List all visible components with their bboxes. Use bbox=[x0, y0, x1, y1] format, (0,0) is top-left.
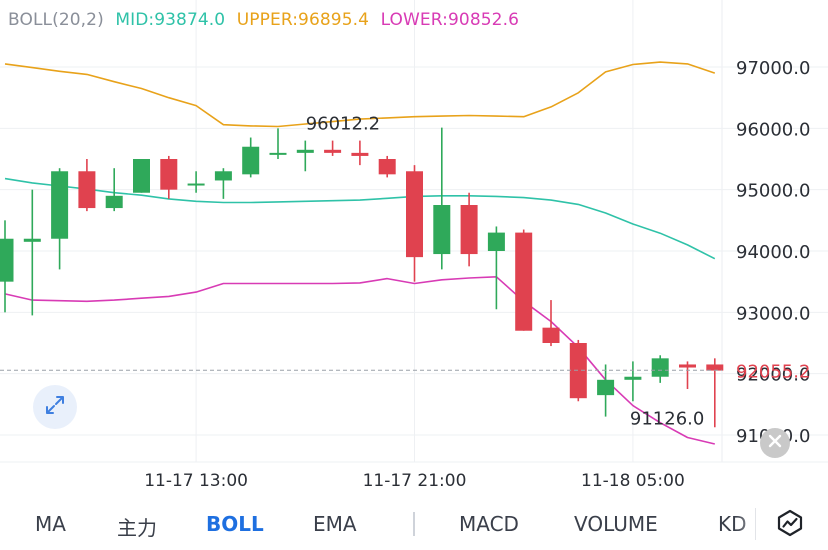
candle-body[interactable] bbox=[214, 171, 232, 181]
boll-legend: BOLL(20,2) MID:93874.0 UPPER:96895.4 LOW… bbox=[8, 10, 525, 30]
candle-body[interactable] bbox=[242, 146, 260, 175]
candle[interactable] bbox=[515, 229, 533, 331]
candle[interactable] bbox=[242, 137, 260, 178]
expand-button[interactable] bbox=[33, 385, 77, 429]
y-tick-label: 97000.0 bbox=[736, 58, 810, 79]
candle-body[interactable] bbox=[51, 171, 69, 239]
y-tick-label: 92000.0 bbox=[736, 365, 810, 386]
axes: 91000.092000.093000.094000.095000.096000… bbox=[144, 58, 810, 491]
bollinger-bands bbox=[4, 61, 716, 445]
indicator-tab-bar: MA 主力 BOLL EMA MACD VOLUME KD bbox=[0, 500, 828, 550]
x-tick-label: 11-18 05:00 bbox=[581, 471, 685, 491]
candle-body[interactable] bbox=[460, 205, 478, 255]
tab-fade-overlay bbox=[735, 500, 828, 550]
candles[interactable] bbox=[0, 127, 724, 428]
y-tick-label: 96000.0 bbox=[736, 119, 810, 140]
candle[interactable] bbox=[487, 226, 505, 310]
candle-body[interactable] bbox=[433, 205, 451, 255]
tab-ema[interactable]: EMA bbox=[313, 512, 357, 536]
candle-body[interactable] bbox=[679, 364, 696, 368]
y-tick-label: 94000.0 bbox=[736, 242, 810, 263]
candle-body[interactable] bbox=[160, 159, 178, 190]
candle-body[interactable] bbox=[569, 343, 587, 399]
candle[interactable] bbox=[51, 168, 69, 270]
tab-settings-separator bbox=[755, 508, 756, 540]
candle[interactable] bbox=[23, 189, 41, 316]
candle-body[interactable] bbox=[706, 364, 724, 371]
line-chart-icon bbox=[776, 509, 804, 542]
candle-body[interactable] bbox=[515, 232, 533, 331]
candle[interactable] bbox=[296, 140, 314, 172]
candle-body[interactable] bbox=[23, 238, 41, 242]
current-price-label: 92055.2 bbox=[736, 361, 810, 382]
candle-body[interactable] bbox=[542, 327, 560, 343]
expand-arrows-icon bbox=[43, 393, 67, 422]
candle-body[interactable] bbox=[487, 232, 505, 251]
legend-lower: LOWER:90852.6 bbox=[380, 10, 519, 30]
legend-upper: UPPER:96895.4 bbox=[236, 10, 370, 30]
annotations: 92055.2 96012.2 91126.0 bbox=[0, 114, 810, 429]
tab-boll[interactable]: BOLL bbox=[206, 512, 264, 536]
candle[interactable] bbox=[269, 128, 287, 159]
candle-body[interactable] bbox=[378, 159, 396, 175]
candle[interactable] bbox=[460, 192, 478, 267]
candle-body[interactable] bbox=[324, 149, 342, 153]
tab-main[interactable]: 主力 bbox=[117, 516, 157, 540]
candle-body[interactable] bbox=[624, 376, 642, 380]
tab-group-divider bbox=[413, 512, 415, 536]
candle-body[interactable] bbox=[105, 195, 123, 209]
legend-indicator-label: BOLL(20,2) bbox=[8, 10, 104, 30]
candle[interactable] bbox=[160, 155, 178, 199]
candle[interactable] bbox=[324, 140, 342, 156]
candle[interactable] bbox=[187, 171, 205, 193]
candle[interactable] bbox=[214, 168, 232, 199]
candle[interactable] bbox=[0, 220, 14, 313]
band-line-mid bbox=[4, 177, 716, 260]
candle[interactable] bbox=[105, 168, 123, 212]
candle[interactable] bbox=[378, 155, 396, 178]
candle-body[interactable] bbox=[0, 238, 14, 282]
candle-body[interactable] bbox=[78, 171, 96, 209]
candle[interactable] bbox=[597, 364, 615, 417]
candle-body[interactable] bbox=[187, 183, 205, 186]
tab-ma[interactable]: MA bbox=[35, 512, 66, 536]
chart-canvas[interactable]: 91000.092000.093000.094000.095000.096000… bbox=[0, 0, 828, 500]
candle-body[interactable] bbox=[406, 171, 423, 258]
candle-body[interactable] bbox=[651, 358, 669, 377]
candle[interactable] bbox=[679, 361, 696, 389]
candle[interactable] bbox=[624, 361, 642, 402]
candle-body[interactable] bbox=[597, 379, 615, 396]
candle[interactable] bbox=[351, 140, 369, 166]
candle[interactable] bbox=[651, 355, 669, 383]
close-icon bbox=[768, 434, 782, 453]
candle[interactable] bbox=[406, 165, 423, 282]
close-button[interactable] bbox=[760, 428, 790, 458]
candle[interactable] bbox=[706, 358, 724, 428]
legend-mid: MID:93874.0 bbox=[115, 10, 226, 30]
tab-macd[interactable]: MACD bbox=[459, 512, 519, 536]
high-price-label: 96012.2 bbox=[306, 114, 380, 135]
band-line-upper bbox=[4, 61, 716, 128]
tab-volume[interactable]: VOLUME bbox=[574, 512, 658, 536]
y-tick-label: 93000.0 bbox=[736, 303, 810, 324]
candle[interactable] bbox=[433, 127, 451, 270]
candle-body[interactable] bbox=[351, 152, 369, 156]
band-line-lower bbox=[4, 275, 715, 445]
candle[interactable] bbox=[133, 159, 150, 193]
candle[interactable] bbox=[542, 300, 560, 347]
indicator-settings-button[interactable] bbox=[772, 508, 808, 542]
y-tick-label: 95000.0 bbox=[736, 181, 810, 202]
low-price-label: 91126.0 bbox=[630, 408, 704, 429]
candle-body[interactable] bbox=[296, 149, 314, 153]
x-tick-label: 11-17 13:00 bbox=[144, 471, 248, 491]
x-tick-label: 11-17 21:00 bbox=[363, 471, 467, 491]
candle-body[interactable] bbox=[133, 159, 150, 193]
candle-body[interactable] bbox=[269, 152, 287, 155]
candle[interactable] bbox=[78, 159, 96, 212]
candle[interactable] bbox=[569, 339, 587, 402]
